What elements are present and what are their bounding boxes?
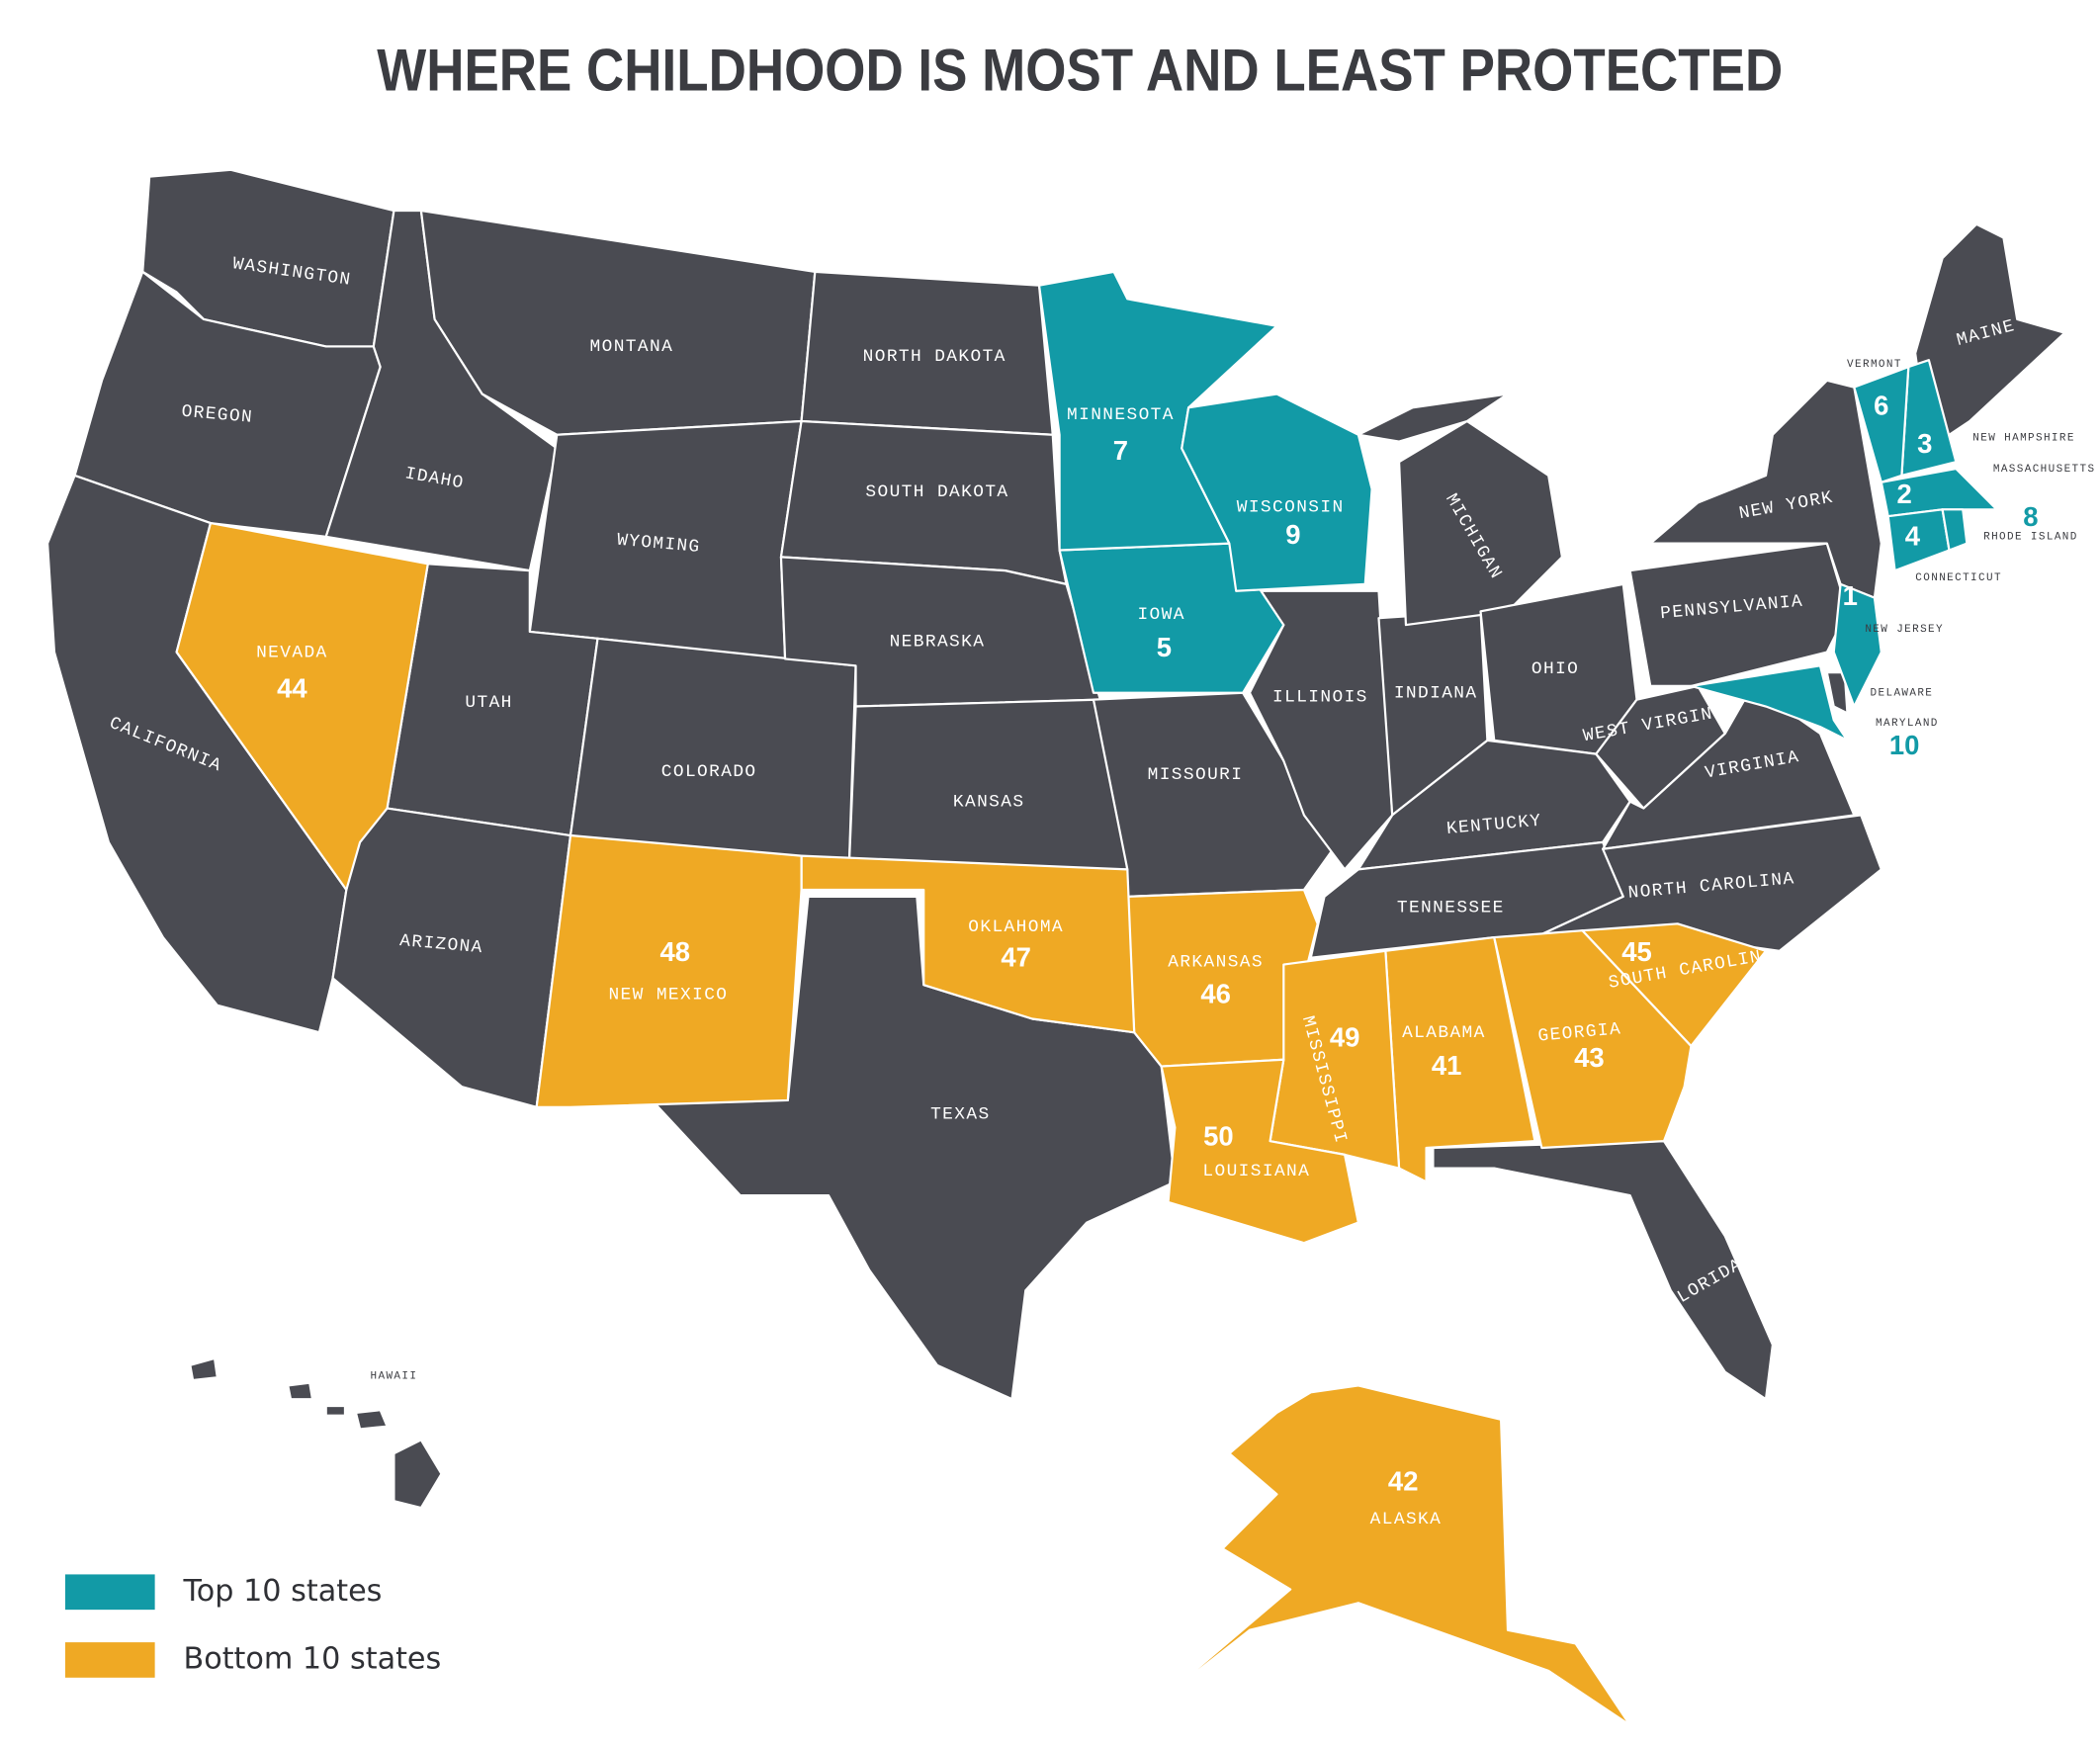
state-label: MARYLAND (1876, 718, 1939, 730)
state-rank: 1 (1843, 580, 1858, 611)
state-label: NEW HAMPSHIRE (1972, 432, 2075, 444)
state-shape (1397, 419, 1564, 627)
legend-label: Bottom 10 states (183, 1641, 441, 1676)
state-label: UTAH (465, 693, 512, 713)
state-label: ALABAMA (1402, 1023, 1486, 1043)
state-rank: 50 (1203, 1121, 1234, 1152)
state-shape (1880, 467, 1998, 518)
state-rank: 3 (1917, 428, 1932, 459)
state-label: RHODE ISLAND (1983, 532, 2078, 544)
state-shape (1432, 1140, 1774, 1401)
state-label: DELAWARE (1871, 688, 1934, 700)
legend-label: Top 10 states (182, 1574, 382, 1609)
state-rank: 45 (1621, 936, 1652, 967)
state-label: TENNESSEE (1397, 899, 1505, 918)
state-label: ALASKA (1370, 1510, 1443, 1529)
state-rank: 5 (1157, 632, 1172, 662)
state-rank: 7 (1113, 435, 1128, 466)
state-shape (354, 1409, 389, 1431)
state-rank: 48 (660, 936, 691, 967)
state-label: ILLINOIS (1272, 688, 1368, 708)
state-shape (1160, 1058, 1359, 1245)
state-label: KANSAS (953, 792, 1025, 812)
state-rank: 41 (1432, 1050, 1462, 1081)
state-shape (535, 833, 803, 1108)
state-shape (287, 1381, 314, 1401)
states (45, 168, 2066, 1727)
state-rank: 44 (277, 672, 307, 703)
state-shape (569, 637, 857, 871)
state-shape (175, 521, 429, 892)
state-label: COLORADO (661, 762, 757, 782)
state-shape (1853, 365, 1910, 483)
state-rank: 47 (1001, 941, 1031, 972)
state-rank: 9 (1285, 519, 1300, 550)
map-title: WHERE CHILDHOOD IS MOST AND LEAST PROTEC… (377, 37, 1783, 104)
state-shape (393, 1439, 443, 1510)
state-shape (1356, 393, 1510, 443)
state-label: NEBRASKA (890, 632, 986, 652)
state-label: NEW JERSEY (1865, 624, 1944, 636)
state-shape (1581, 922, 1768, 1048)
state-shape (1181, 393, 1373, 592)
state-rank: 49 (1330, 1021, 1360, 1052)
state-rank: 2 (1897, 479, 1912, 509)
state-shape (1153, 1384, 1631, 1727)
state-shape (1832, 582, 1882, 708)
state-shape (189, 1356, 219, 1382)
state-shape (800, 854, 1136, 1034)
state-label: OKLAHOMA (968, 917, 1064, 937)
state-label: CONNECTICUT (1915, 572, 2002, 584)
state-label: MISSOURI (1148, 765, 1244, 785)
state-shape (1941, 508, 1969, 552)
legend: Top 10 states Bottom 10 states (64, 1574, 441, 1678)
state-rank: 8 (2023, 501, 2038, 532)
state-rank: 10 (1889, 730, 1920, 760)
legend-swatch (64, 1574, 155, 1611)
state-shape (1595, 684, 1726, 810)
state-label: TEXAS (930, 1104, 990, 1124)
state-shape (847, 698, 1129, 871)
state-label: WISCONSIN (1237, 497, 1345, 517)
state-label: HAWAII (371, 1371, 418, 1383)
state-rank: 4 (1905, 520, 1921, 551)
state-label: ARKANSAS (1168, 953, 1264, 973)
state-label: MINNESOTA (1067, 405, 1175, 425)
state-shape (1690, 664, 1849, 742)
state-shape (331, 807, 572, 1108)
state-label: IOWA (1137, 605, 1184, 625)
state-label: VERMONT (1847, 359, 1902, 371)
state-label: MASSACHUSETTS (1993, 464, 2096, 476)
state-rank: 43 (1574, 1042, 1605, 1073)
state-label: SOUTH DAKOTA (865, 482, 1008, 502)
state-shape (1825, 671, 1849, 715)
state-rank: 42 (1388, 1466, 1419, 1497)
state-label: NEVADA (256, 643, 328, 662)
state-label: NORTH DAKOTA (863, 347, 1006, 367)
state-label: OHIO (1531, 659, 1579, 679)
state-rank: 46 (1200, 978, 1231, 1008)
legend-swatch (64, 1642, 155, 1678)
state-shape (324, 1404, 347, 1417)
state-label: MONTANA (590, 337, 674, 357)
state-rank: 6 (1874, 391, 1888, 421)
state-label: LOUISIANA (1202, 1162, 1310, 1181)
state-label: INDIANA (1394, 683, 1478, 703)
state-label: NEW MEXICO (608, 985, 728, 1005)
